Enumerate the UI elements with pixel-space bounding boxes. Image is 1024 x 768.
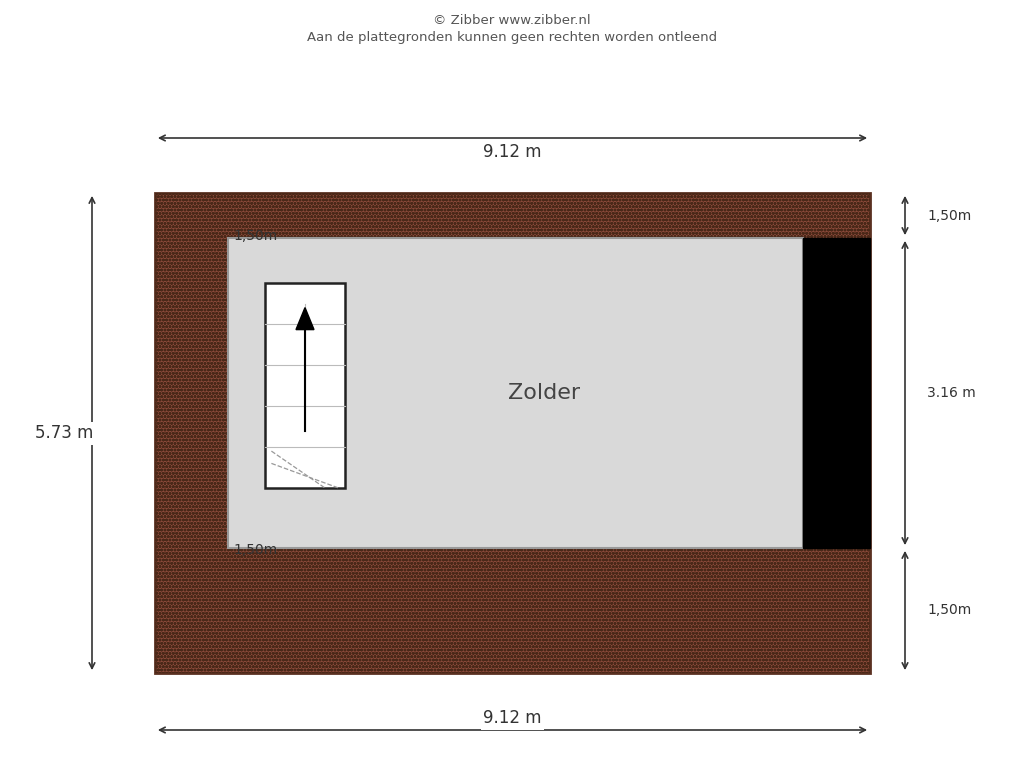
Text: 9.12 m: 9.12 m (483, 709, 542, 727)
Text: © Zibber www.zibber.nl: © Zibber www.zibber.nl (433, 14, 591, 27)
Bar (155, 193, 870, 673)
Text: Aan de plattegronden kunnen geen rechten worden ontleend: Aan de plattegronden kunnen geen rechten… (307, 31, 717, 45)
Text: 1,50m: 1,50m (927, 208, 971, 223)
Text: 1,50m: 1,50m (233, 543, 278, 557)
Text: Zolder: Zolder (508, 383, 581, 403)
Bar (265, 283, 345, 488)
Bar (228, 238, 803, 548)
Bar (155, 193, 870, 673)
Text: 1,50m: 1,50m (927, 604, 971, 617)
Text: 9.12 m: 9.12 m (483, 143, 542, 161)
Text: 3.16 m: 3.16 m (927, 386, 976, 400)
Text: 5.73 m: 5.73 m (35, 424, 93, 442)
Bar (803, 238, 870, 548)
Polygon shape (296, 308, 314, 329)
Text: 1,50m: 1,50m (233, 229, 278, 243)
